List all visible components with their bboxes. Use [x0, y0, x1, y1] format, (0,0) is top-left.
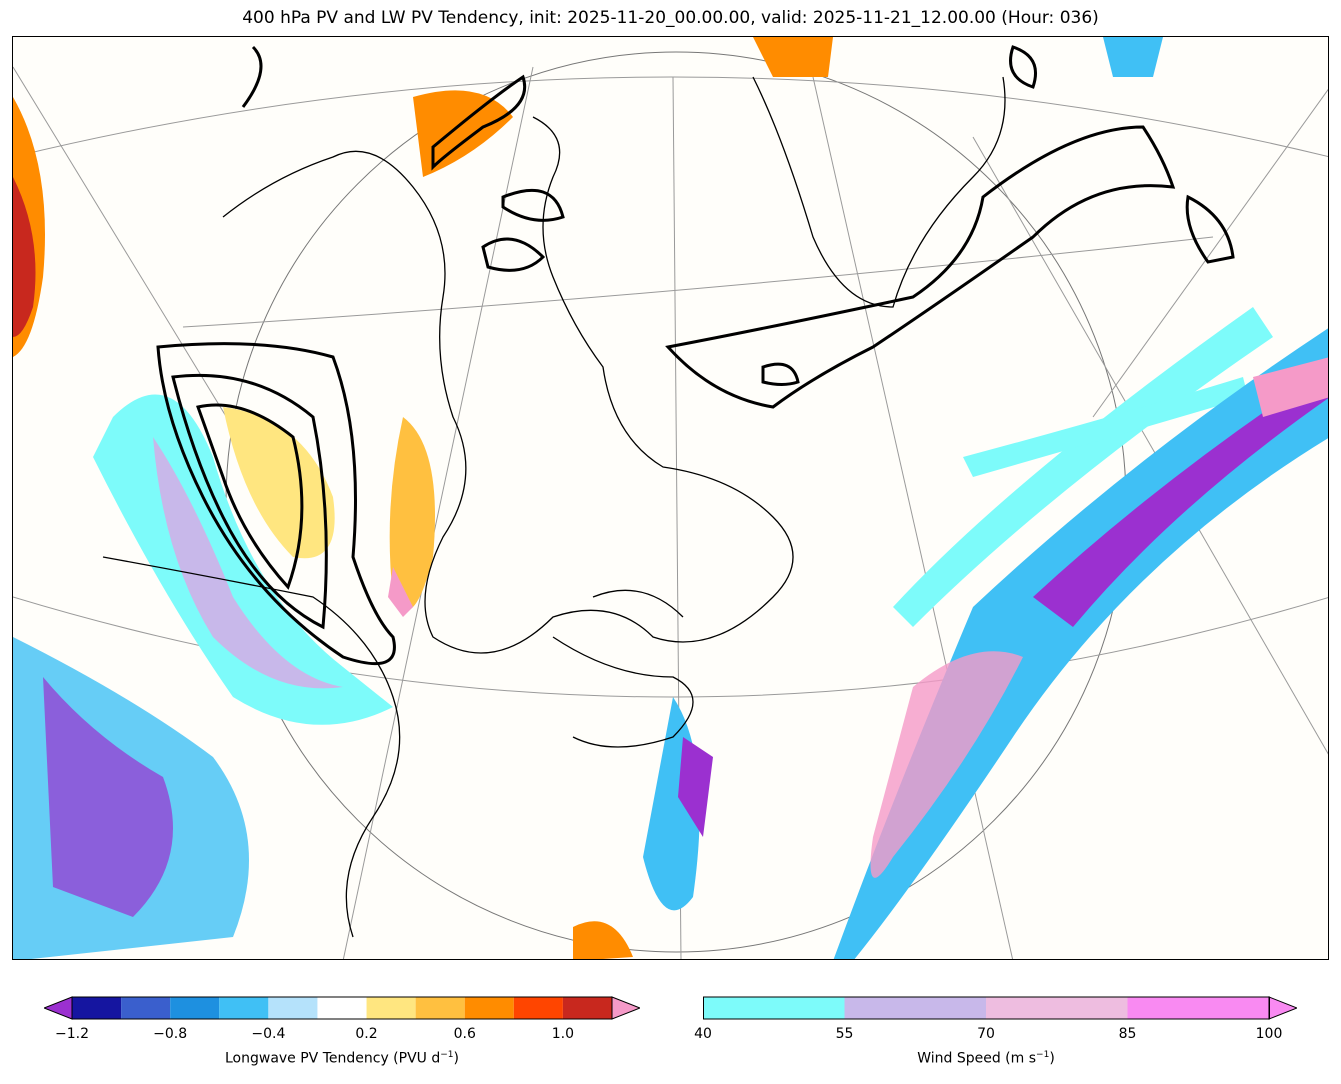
pv-colorbar-tick: −1.2	[55, 1026, 89, 1042]
pv-colorbar-tick: −0.4	[251, 1026, 286, 1042]
pv-colorbar-swatch	[219, 997, 269, 1019]
pv-colorbar-tick: −0.8	[153, 1026, 188, 1042]
pv-colorbar-over-arrow	[611, 996, 642, 1020]
pv-colorbar-swatch	[513, 997, 563, 1019]
pv-colorbar-swatch	[317, 997, 367, 1019]
wind-speed-colorbar	[703, 996, 1299, 1024]
pv-colorbar-swatch	[170, 997, 220, 1019]
wind-speed-shading	[93, 307, 1273, 725]
wind-colorbar-tick: 40	[694, 1026, 712, 1042]
pv-label-text: Longwave PV Tendency (PVU d	[224, 1050, 441, 1067]
pv-colorbar-tick: 0.6	[453, 1026, 476, 1042]
pv-colorbar-under-arrow	[42, 996, 73, 1020]
wind-label-text: Wind Speed (m s	[917, 1050, 1037, 1067]
pv-colorbar-swatch	[72, 997, 122, 1019]
pv-colorbar-swatch	[268, 997, 318, 1019]
plot-title: 400 hPa PV and LW PV Tendency, init: 202…	[242, 8, 1099, 28]
wind-speed-label: Wind Speed (m s−1)	[703, 1050, 1269, 1067]
pv-tendency-colorbar	[42, 996, 642, 1024]
wind-colorbar-tick: 85	[1118, 1026, 1137, 1042]
pv-colorbar-swatch	[562, 997, 612, 1019]
wind-speed-colorbar-swatches	[703, 996, 1299, 1020]
pv-colorbar-swatch	[121, 997, 171, 1019]
coastlines	[102, 76, 1006, 938]
pv-colorbar-swatch	[366, 997, 416, 1019]
pv-tendency-colorbar-swatches	[42, 996, 642, 1020]
pv-colorbar-outline	[71, 996, 613, 1020]
wind-colorbar-tick: 55	[835, 1026, 854, 1042]
wind-label-sup: −1	[1036, 1050, 1050, 1060]
pv-colorbar-swatch	[415, 997, 465, 1019]
wind-colorbar-swatch	[986, 997, 1128, 1019]
pv-label-end: )	[453, 1050, 459, 1067]
wind-colorbar-swatch	[844, 997, 986, 1019]
map-panel	[12, 36, 1329, 960]
pv-label-sup: −1	[440, 1050, 454, 1060]
wind-label-end: )	[1049, 1050, 1055, 1067]
pv-tendency-shading	[13, 37, 1328, 959]
pv-tendency-label: Longwave PV Tendency (PVU d−1)	[44, 1050, 640, 1067]
pv-colorbar-swatch	[464, 997, 514, 1019]
pv-colorbar-tick: 1.0	[551, 1026, 575, 1042]
wind-colorbar-over-arrow	[1268, 996, 1299, 1020]
map-canvas	[13, 37, 1328, 959]
wind-colorbar-swatch	[703, 997, 845, 1019]
wind-colorbar-tick: 70	[977, 1026, 995, 1042]
wind-colorbar-outline	[703, 996, 1270, 1020]
wind-colorbar-tick: 100	[1255, 1026, 1283, 1042]
pv-contours	[156, 45, 1235, 666]
wind-colorbar-swatch	[1127, 997, 1269, 1019]
pv-colorbar-tick: 0.2	[355, 1026, 378, 1042]
